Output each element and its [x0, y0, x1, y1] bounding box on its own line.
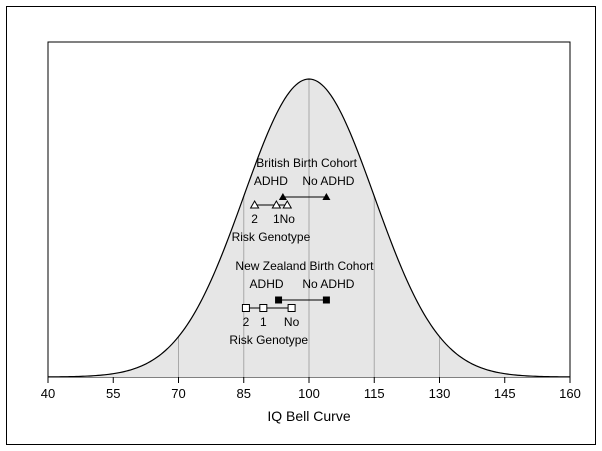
genotype-label: 1 — [260, 315, 267, 329]
x-tick-label: 85 — [237, 386, 251, 401]
figure-frame — [6, 6, 596, 445]
genotype-label: No — [280, 212, 296, 226]
genotype-label: 2 — [243, 315, 250, 329]
genotype-marker — [249, 199, 260, 209]
genotype-marker — [241, 304, 250, 312]
no-adhd-label: No ADHD — [302, 277, 354, 291]
genotype-marker — [287, 304, 296, 312]
x-tick-label: 130 — [429, 386, 451, 401]
x-tick-label: 55 — [106, 386, 120, 401]
adhd-label: ADHD — [254, 174, 288, 188]
adhd-marker — [275, 296, 283, 304]
cohort-title: British Birth Cohort — [256, 156, 357, 170]
x-tick-label: 70 — [171, 386, 185, 401]
risk-genotype-label: Risk Genotype — [229, 333, 308, 347]
adhd-marker — [278, 193, 287, 200]
adhd-label: ADHD — [250, 277, 284, 291]
x-axis: 40 55 70 85 100 115 130 145 160 — [41, 377, 581, 401]
cohort-title: New Zealand Birth Cohort — [235, 259, 374, 273]
genotype-marker — [282, 199, 293, 209]
no-adhd-marker — [322, 296, 330, 304]
genotype-label: 1 — [273, 212, 280, 226]
x-tick-label: 40 — [41, 386, 55, 401]
genotype-label: 2 — [251, 212, 258, 226]
cohort-group: British Birth Cohort ADHD No ADHD 2 1 No Risk … — [232, 156, 358, 244]
bell-curve-line — [47, 78, 571, 378]
genotype-marker — [259, 304, 268, 312]
no-adhd-label: No ADHD — [302, 174, 354, 188]
risk-genotype-label: Risk Genotype — [232, 230, 311, 244]
genotype-marker — [271, 199, 282, 209]
x-tick-label: 160 — [559, 386, 581, 401]
x-axis-label: IQ Bell Curve — [267, 408, 350, 424]
x-tick-label: 115 — [364, 386, 385, 401]
x-tick-label: 100 — [298, 386, 320, 401]
no-adhd-marker — [322, 193, 331, 200]
gridlines-over-curve — [178, 79, 440, 377]
cohort-group: New Zealand Birth Cohort ADHD No ADHD 2 1 No R… — [229, 259, 374, 347]
x-tick-label: 145 — [494, 386, 516, 401]
genotype-label: No — [284, 315, 300, 329]
